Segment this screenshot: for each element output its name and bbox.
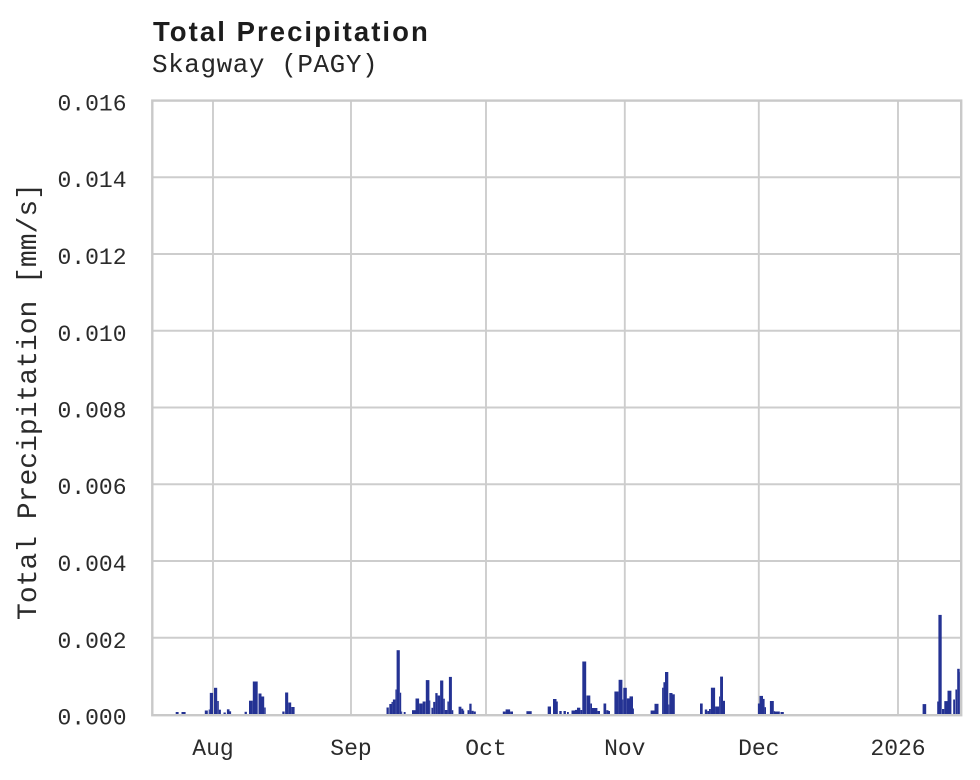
svg-text:Skagway (PAGY): Skagway (PAGY) — [152, 50, 378, 80]
svg-text:Nov: Nov — [604, 736, 646, 762]
svg-text:0.002: 0.002 — [57, 629, 126, 655]
svg-text:Sep: Sep — [330, 736, 371, 762]
svg-text:0.010: 0.010 — [57, 322, 126, 348]
svg-text:0.014: 0.014 — [57, 168, 126, 194]
svg-text:Aug: Aug — [192, 736, 233, 762]
svg-text:Total Precipitation [mm/s]: Total Precipitation [mm/s] — [14, 183, 45, 620]
svg-text:0.006: 0.006 — [57, 475, 126, 501]
svg-text:0.000: 0.000 — [57, 706, 126, 732]
svg-text:0.012: 0.012 — [57, 245, 126, 271]
svg-text:0.016: 0.016 — [57, 92, 126, 118]
svg-text:0.004: 0.004 — [57, 552, 126, 578]
svg-text:Oct: Oct — [465, 736, 506, 762]
svg-text:0.008: 0.008 — [57, 399, 126, 425]
svg-text:Total Precipitation: Total Precipitation — [153, 16, 430, 47]
svg-text:2026: 2026 — [870, 736, 925, 762]
svg-text:Dec: Dec — [738, 736, 779, 762]
